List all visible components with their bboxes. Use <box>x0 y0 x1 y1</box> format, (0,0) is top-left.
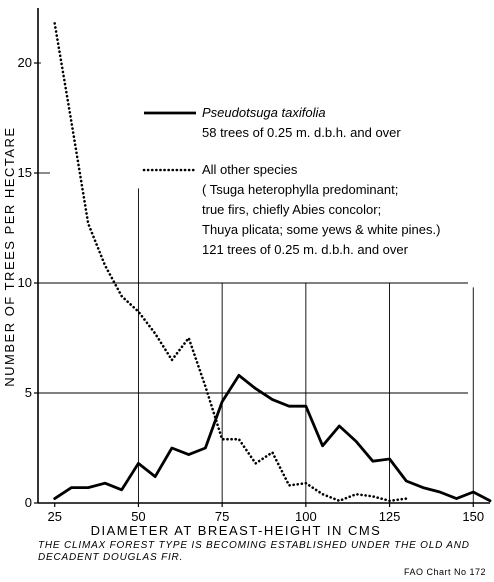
tick-marks <box>34 62 474 507</box>
tick-labels: 0 5 10 15 20 25 50 75 100 125 150 <box>18 55 485 524</box>
legend-sub-0: 58 trees of 0.25 m. d.b.h. and over <box>202 125 401 140</box>
x-tick-label-25: 25 <box>48 509 62 524</box>
legend-label-0: Pseudotsuga taxifolia <box>202 105 326 120</box>
axis-titles: DIAMETER AT BREAST-HEIGHT IN CMS NUMBER O… <box>2 126 382 538</box>
legend-sub-1-0: ( Tsuga heterophylla predominant; <box>202 182 398 197</box>
x-tick-label-100: 100 <box>295 509 317 524</box>
legend-label-1: All other species <box>202 162 298 177</box>
y-tick-label-20: 20 <box>18 55 32 70</box>
x-tick-label-75: 75 <box>215 509 229 524</box>
series-group <box>53 22 492 503</box>
legend-sub-1-1: true firs, chiefly Abies concolor; <box>202 202 381 217</box>
y-tick-label-5: 5 <box>25 385 32 400</box>
axes <box>37 8 490 504</box>
y-tick-label-15: 15 <box>18 165 32 180</box>
figure-caption: THE CLIMAX FOREST TYPE IS BECOMING ESTAB… <box>38 540 470 563</box>
x-axis-title: DIAMETER AT BREAST-HEIGHT IN CMS <box>91 523 382 538</box>
legend-sub-1-2: Thuya plicata; some yews & white pines.) <box>202 222 440 237</box>
gridlines <box>38 62 474 503</box>
y-tick-label-0: 0 <box>25 495 32 510</box>
x-tick-label-150: 150 <box>462 509 484 524</box>
series-line-1 <box>53 22 408 503</box>
y-tick-label-10: 10 <box>18 275 32 290</box>
x-tick-label-50: 50 <box>131 509 145 524</box>
series-line-0 <box>53 373 492 503</box>
chart-credit: FAO Chart No 172 <box>403 567 486 577</box>
legend-sub-1-3: 121 trees of 0.25 m. d.b.h. and over <box>202 242 409 257</box>
chart-canvas: Pseudotsuga taxifolia 58 trees of 0.25 m.… <box>2 8 492 538</box>
y-axis-title: NUMBER OF TREES PER HECTARE <box>2 126 17 386</box>
legend: Pseudotsuga taxifolia 58 trees of 0.25 m.… <box>142 105 440 257</box>
x-tick-label-125: 125 <box>379 509 401 524</box>
